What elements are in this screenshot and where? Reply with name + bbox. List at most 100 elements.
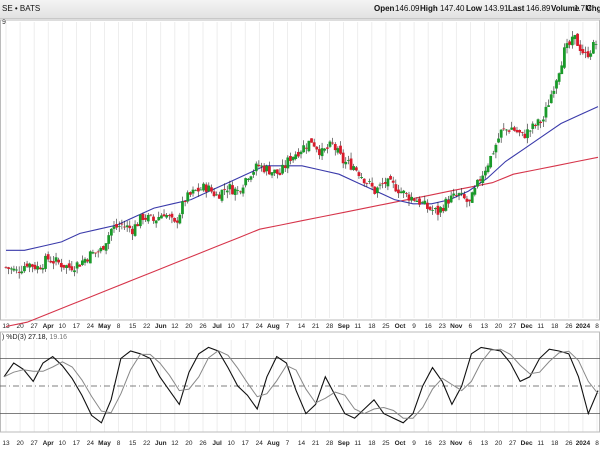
candle-body [212,191,216,197]
candle-body [304,147,308,149]
candle-body [91,252,95,254]
candle-body [196,187,200,192]
candle-body [344,161,348,165]
x-tick-label: 20 [185,323,193,330]
candle-body [283,165,287,168]
candle-body [152,216,155,221]
x-tick-label: 27 [31,440,39,447]
x-tick-label: Nov [450,323,463,330]
candle-body [252,172,255,175]
exchange-label: SE • BATS [2,4,41,13]
candle-body [410,196,414,201]
candle-body [560,65,564,75]
candle-body [262,165,266,173]
candle-body [341,152,345,164]
candle-body [236,190,240,191]
candle-body [249,176,253,180]
candle-body [294,154,298,159]
candle-body [33,264,37,270]
low-label: Low [466,4,482,13]
candle-body [191,189,195,194]
candle-body [257,164,261,167]
candle-body [436,205,440,215]
candle-body [167,215,171,217]
candle-body [133,224,137,236]
candle-body [481,175,485,184]
candle-body [228,184,232,190]
candle-body [173,217,176,222]
x-tick-label: May [98,323,111,330]
candle-body [505,129,508,131]
candle-body [239,191,242,193]
x-tick-label: 15 [129,440,137,447]
candle-body [497,138,500,143]
candle-body [394,184,398,192]
candle-body [86,259,90,262]
candle-body [584,52,587,53]
candle-body [536,119,540,126]
last-value: 146.89 [526,4,551,13]
candle-body [278,172,282,176]
candle-body [383,182,387,184]
x-tick-label: 17 [73,440,81,447]
candle-body [70,266,74,271]
candle-body [470,192,474,203]
x-tick-label: Dec [521,440,533,447]
candle-body [96,251,100,253]
candle-body [547,105,550,107]
candle-body [181,201,184,215]
candle-body [433,207,437,210]
candle-body [102,246,105,250]
x-tick-label: 25 [382,440,390,447]
candle-body [157,216,161,221]
candle-body [165,215,169,218]
candle-body [391,180,395,183]
candle-body [455,195,458,196]
candle-body [336,148,340,153]
candle-body [131,228,134,235]
candle-body [441,207,445,212]
x-tick-label: Jul [212,440,222,447]
candle-body [439,207,442,213]
x-tick-label: 24 [87,323,95,330]
candle-body [368,181,371,182]
candle-body [373,186,377,194]
candle-body [589,53,593,57]
candle-body [365,183,369,184]
x-tick-label: Aug [267,323,280,330]
candle-body [352,166,356,171]
candle-body [544,106,548,118]
candle-body [183,200,187,203]
candle-body [389,176,392,180]
candle-body [128,225,132,229]
candle-body [207,185,211,192]
x-tick-label: 20 [495,440,503,447]
candle-body [62,264,66,268]
x-tick-label: 18 [551,323,559,330]
x-tick-label: 9 [412,440,416,447]
x-tick-label: 10 [59,440,67,447]
candle-body [299,151,303,155]
candle-body [233,188,237,195]
candle-body [104,243,108,251]
candle-body [452,193,456,196]
x-tick-label: Sep [338,323,350,330]
x-tick-label: 11 [354,323,361,330]
candle-body [483,170,487,176]
candle-body [80,260,84,265]
candle-body [220,189,224,201]
candle-body [15,269,18,271]
candle-body [67,263,71,268]
x-tick-label: 12 [171,440,179,447]
candle-body [486,165,490,173]
candle-body [99,247,103,252]
candle-body [407,194,411,201]
x-tick-label: 7 [286,323,290,330]
x-tick-label: Oct [395,440,407,447]
x-tick-label: 23 [439,323,447,330]
candle-body [188,192,192,195]
candle-body [541,119,545,122]
candle-body [44,255,47,269]
candle-body [534,124,537,127]
low-value: 143.91 [484,4,509,13]
